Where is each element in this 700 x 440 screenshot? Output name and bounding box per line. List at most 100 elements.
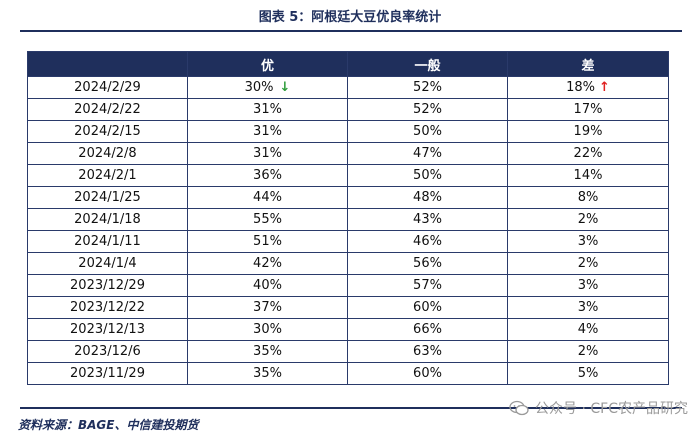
cell-poor-value: 18% (566, 80, 595, 95)
cell-poor-value: 2% (577, 212, 599, 227)
cell-fair: 50% (347, 120, 508, 143)
cell-excellent: 51% (187, 230, 348, 253)
cell-poor-value: 3% (577, 278, 599, 293)
cell-poor: 2% (507, 340, 669, 363)
cell-fair: 52% (347, 98, 508, 121)
cell-fair-value: 43% (413, 212, 442, 227)
cell-fair-value: 63% (413, 344, 442, 359)
cell-excellent-value: 42% (253, 256, 282, 271)
cell-excellent-value: 44% (253, 190, 282, 205)
table-row: 2024/2/8 31% 47% 22% (27, 142, 669, 165)
cell-poor-value: 19% (573, 124, 603, 139)
table-row: 2023/12/22 37% 60% 3% (27, 296, 669, 319)
title-divider (20, 30, 682, 32)
cell-excellent-value: 40% (253, 278, 282, 293)
table-row: 2023/12/29 40% 57% 3% (27, 274, 669, 297)
cell-date: 2024/1/18 (27, 208, 188, 231)
cell-excellent-value: 37% (253, 300, 282, 315)
table-row: 2024/1/18 55% 43% 2% (27, 208, 669, 231)
cell-date-value: 2024/1/11 (74, 234, 141, 249)
cell-date-value: 2023/11/29 (70, 366, 145, 381)
cell-poor-value: 3% (577, 300, 599, 315)
cell-poor-value: 8% (577, 190, 599, 205)
cell-poor-value: 5% (577, 366, 599, 381)
cell-fair: 52% (347, 76, 508, 99)
header-date (27, 51, 188, 77)
cell-excellent-value: 31% (253, 102, 282, 117)
header-poor: 差 (507, 51, 669, 77)
cell-excellent: 37% (187, 296, 348, 319)
cell-poor: 14% (507, 164, 669, 187)
cell-excellent: 31% (187, 98, 348, 121)
cell-fair: 47% (347, 142, 508, 165)
cell-date: 2023/12/29 (27, 274, 188, 297)
cell-excellent-value: 30% (244, 80, 274, 95)
cell-date-value: 2023/12/6 (74, 344, 141, 359)
cell-poor: 19% (507, 120, 669, 143)
cell-date: 2023/12/22 (27, 296, 188, 319)
cell-date: 2024/2/1 (27, 164, 188, 187)
cell-excellent: 35% (187, 340, 348, 363)
cell-fair-value: 60% (413, 300, 442, 315)
cell-fair-value: 50% (413, 168, 442, 183)
header-fair: 一般 (347, 51, 508, 77)
cell-fair: 57% (347, 274, 508, 297)
table-header-row: 优 一般 差 (27, 51, 669, 77)
cell-date: 2024/2/15 (27, 120, 188, 143)
cell-fair: 60% (347, 296, 508, 319)
cell-poor: 3% (507, 296, 669, 319)
cell-fair: 63% (347, 340, 508, 363)
cell-excellent: 42% (187, 252, 348, 275)
cell-fair-value: 60% (413, 366, 442, 381)
cell-date: 2024/1/25 (27, 186, 188, 209)
cell-fair: 56% (347, 252, 508, 275)
table-row: 2024/1/11 51% 46% 3% (27, 230, 669, 253)
cell-date: 2023/12/6 (27, 340, 188, 363)
cell-date-value: 2023/12/29 (70, 278, 145, 293)
cell-fair: 60% (347, 362, 508, 385)
cell-fair-value: 66% (413, 322, 442, 337)
cell-excellent-value: 31% (253, 146, 282, 161)
cell-excellent: 35% (187, 362, 348, 385)
cell-poor-value: 14% (573, 168, 603, 183)
cell-poor-value: 22% (573, 146, 603, 161)
cell-date-value: 2024/1/25 (74, 190, 141, 205)
cell-fair: 48% (347, 186, 508, 209)
footer-divider (20, 407, 682, 409)
cell-date-value: 2024/2/1 (78, 168, 137, 183)
cell-date: 2024/2/29 (27, 76, 188, 99)
cell-poor: 3% (507, 230, 669, 253)
cell-fair-value: 50% (413, 124, 442, 139)
cell-fair-value: 47% (413, 146, 442, 161)
cell-excellent: 55% (187, 208, 348, 231)
table-row: 2024/2/22 31% 52% 17% (27, 98, 669, 121)
cell-excellent-value: 35% (253, 366, 282, 381)
table-row: 2024/2/1 36% 50% 14% (27, 164, 669, 187)
table-row: 2023/12/6 35% 63% 2% (27, 340, 669, 363)
table-row: 2024/1/25 44% 48% 8% (27, 186, 669, 209)
cell-date-value: 2023/12/13 (70, 322, 145, 337)
table-row: 2023/11/29 35% 60% 5% (27, 362, 669, 385)
table-row: 2024/2/29 30% ↓ 52% 18% ↑ (27, 76, 669, 99)
cell-poor: 17% (507, 98, 669, 121)
table-row: 2024/2/15 31% 50% 19% (27, 120, 669, 143)
cell-fair-value: 52% (413, 80, 442, 95)
cell-excellent: 30% (187, 318, 348, 341)
cell-excellent-value: 35% (253, 344, 282, 359)
cell-date-value: 2024/1/4 (78, 256, 137, 271)
cell-date-value: 2024/1/18 (74, 212, 141, 227)
cell-poor: 4% (507, 318, 669, 341)
cell-fair-value: 57% (413, 278, 442, 293)
cell-excellent: 44% (187, 186, 348, 209)
cell-date: 2024/1/4 (27, 252, 188, 275)
soybean-rating-table: 优 一般 差 2024/2/29 30% ↓ 52% 18% ↑ 2024/2/22 31% 5… (27, 51, 669, 385)
cell-date-value: 2024/2/15 (74, 124, 141, 139)
cell-poor: 3% (507, 274, 669, 297)
cell-excellent-value: 51% (253, 234, 282, 249)
table-body: 2024/2/29 30% ↓ 52% 18% ↑ 2024/2/22 31% 52% 17% 20… (27, 76, 669, 385)
cell-excellent-value: 31% (253, 124, 282, 139)
cell-date-value: 2024/2/22 (74, 102, 141, 117)
cell-fair: 43% (347, 208, 508, 231)
cell-excellent: 40% (187, 274, 348, 297)
header-excellent: 优 (187, 51, 348, 77)
